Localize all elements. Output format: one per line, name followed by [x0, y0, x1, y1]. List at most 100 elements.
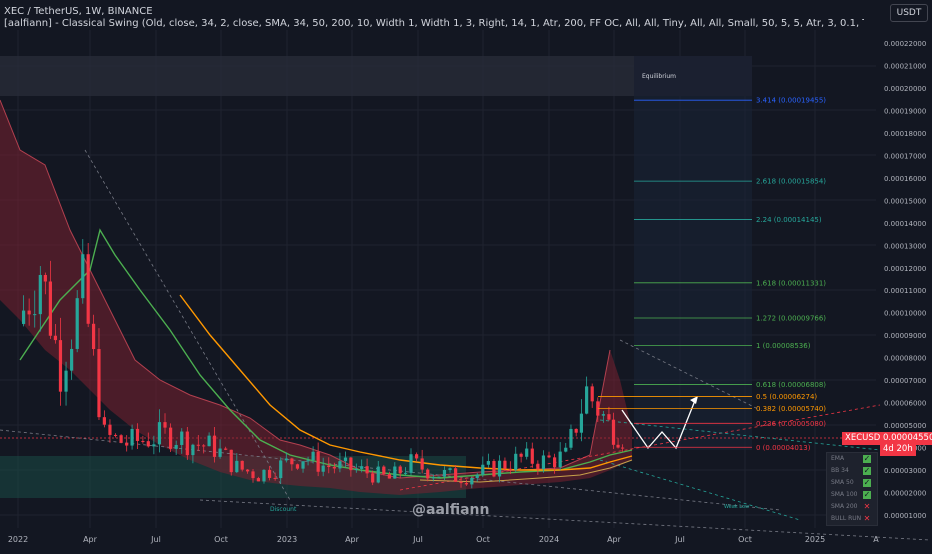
candle-body: [38, 274, 42, 315]
candle-body: [365, 466, 369, 474]
price-axis-label: 0.00018000: [884, 130, 926, 138]
price-axis-label: 0.00008000: [884, 355, 926, 363]
candle-body: [235, 460, 239, 473]
candle-body: [393, 466, 397, 479]
price-axis-label: 0.00019000: [884, 107, 926, 115]
countdown-badge: 4d 20h: [880, 443, 916, 456]
fib-label: 0.5 (0.00006274): [756, 393, 817, 401]
time-axis-label: Apr: [345, 535, 360, 544]
candle-body: [246, 469, 250, 472]
candle-body: [163, 422, 167, 428]
candle-body: [174, 444, 178, 449]
price-axis-label: 0.00007000: [884, 377, 926, 385]
candle-body: [321, 465, 325, 472]
indicator-title[interactable]: [aalfiann] - Classical Swing (Old, close…: [4, 18, 864, 29]
candle-body: [481, 464, 485, 475]
price-axis-label: 0.00005000: [884, 422, 926, 430]
candle-body: [414, 454, 419, 459]
candle-body: [514, 453, 518, 470]
candle-body: [475, 474, 479, 479]
candle-body: [387, 474, 392, 479]
check-icon: ✓: [863, 454, 871, 463]
currency-button[interactable]: USDT: [890, 4, 928, 22]
candle-body: [426, 469, 430, 479]
candle-body: [256, 478, 261, 482]
price-axis-label: 0.00021000: [884, 62, 926, 70]
candle-body: [130, 428, 134, 446]
time-axis-label: Jul: [674, 535, 685, 544]
trend-table: EMA ✓ BB 34 ✓ SMA 50 ✓ SMA 100 ✓ SMA 200 ✕ BU…: [826, 452, 878, 526]
fib-label: 1 (0.00008536): [756, 342, 811, 350]
price-symbol-badge: XECUSDT: [842, 432, 889, 445]
candle-body: [607, 414, 611, 420]
sma-orange: [179, 294, 633, 471]
price-axis-label: 0.00017000: [884, 152, 926, 160]
candle-body: [301, 461, 305, 469]
candle-body: [168, 427, 173, 449]
candle-body: [579, 413, 584, 433]
candle-body: [251, 471, 255, 479]
candle-body: [224, 448, 228, 450]
candle-body: [152, 444, 156, 447]
time-axis: 2022 Apr Jul Oct 2023 Apr Jul Oct 2024 Apr Jul Oct 2…: [8, 535, 879, 544]
candle-body: [135, 428, 140, 441]
price-axis-label: 0.00014000: [884, 220, 926, 228]
candle-body: [284, 458, 288, 461]
candle-body: [569, 428, 573, 448]
candle-body: [125, 442, 129, 446]
fib-label: 2.24 (0.00014145): [756, 216, 822, 224]
time-axis-label: Jul: [412, 535, 423, 544]
trend-label: EMA: [831, 455, 845, 462]
candle-body: [212, 435, 217, 457]
candle-body: [343, 457, 348, 462]
candle-body: [616, 444, 620, 448]
fib-label: 0.236 (0.00005080): [756, 420, 826, 428]
candle-body: [119, 435, 123, 443]
trend-label: SMA 200: [831, 503, 858, 510]
time-axis-label: Oct: [214, 535, 228, 544]
price-axis-label: 0.00016000: [884, 175, 926, 183]
time-axis-label: Oct: [738, 535, 752, 544]
candle-body: [102, 417, 106, 425]
price-axis-label: 0.00020000: [884, 85, 926, 93]
trend-lines: [0, 149, 931, 541]
trend-row: EMA ✓: [827, 453, 877, 465]
time-axis-label: A: [873, 535, 879, 544]
premium-zone: [0, 56, 634, 96]
trend-row: BB 34 ✓: [827, 465, 877, 477]
chart-title: XEC / TetherUS, 1W, BINANCE: [4, 6, 153, 17]
candle-body: [454, 468, 458, 482]
candle-body: [108, 424, 112, 435]
time-axis-label: Apr: [607, 535, 622, 544]
price-axis-label: 0.00006000: [884, 400, 926, 408]
trend-label: BULL RUN: [831, 515, 862, 522]
cross-icon: ✕: [863, 502, 871, 511]
price-axis-label: 0.00001000: [884, 512, 926, 520]
fib-label: 0 (0.00004013): [756, 444, 811, 452]
candle-body: [86, 254, 90, 324]
candle-body: [332, 467, 336, 469]
time-axis-label: 2024: [539, 535, 559, 544]
price-axis-label: 0.00003000: [884, 467, 926, 475]
candle-body: [21, 310, 26, 324]
candle-body: [470, 478, 474, 485]
candle-body: [525, 448, 529, 457]
candle-body: [113, 434, 118, 436]
price-axis-label: 0.00015000: [884, 197, 926, 205]
fib-label: 3.414 (0.00019455): [756, 97, 826, 105]
candle-body: [33, 314, 37, 316]
time-axis-label: Jul: [150, 535, 161, 544]
candle-body: [574, 428, 578, 433]
candle-body: [536, 463, 540, 470]
check-icon: ✓: [863, 478, 871, 487]
candle-body: [48, 281, 52, 336]
price-axis-label: 0.00013000: [884, 242, 926, 250]
candle-body: [497, 460, 502, 477]
check-icon: ✓: [863, 490, 871, 499]
candle-body: [558, 451, 562, 468]
candle-body: [464, 483, 469, 485]
candle-body: [207, 435, 211, 447]
candle-body: [552, 457, 557, 468]
